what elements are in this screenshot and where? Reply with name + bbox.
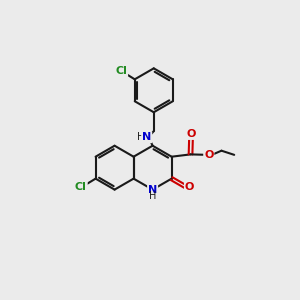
- Text: Cl: Cl: [115, 66, 127, 76]
- Text: O: O: [185, 182, 194, 192]
- Text: Cl: Cl: [75, 182, 87, 192]
- Text: O: O: [186, 129, 196, 139]
- Text: H: H: [137, 132, 145, 142]
- Text: N: N: [148, 184, 157, 195]
- Text: H: H: [149, 191, 157, 201]
- Text: O: O: [204, 150, 214, 160]
- Text: N: N: [142, 132, 151, 142]
